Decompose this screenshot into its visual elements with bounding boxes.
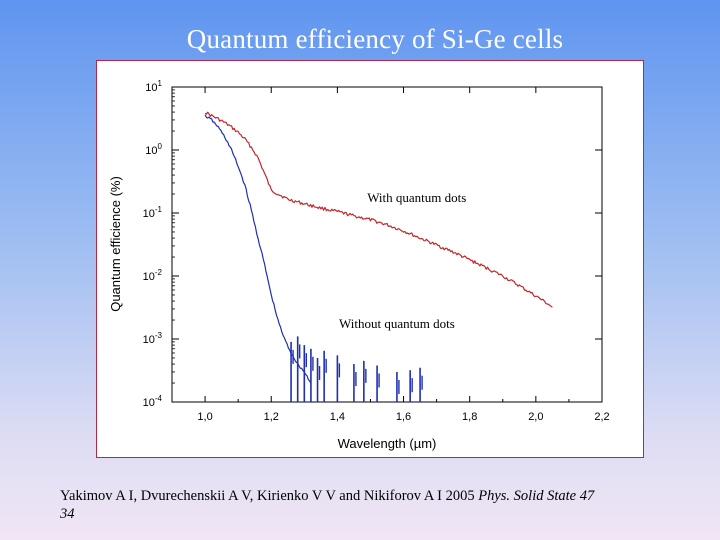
annotation-without-quantum-dots: Without quantum dots xyxy=(339,316,455,331)
chart-frame xyxy=(96,60,644,458)
citation-journal: Phys. Solid State 47 xyxy=(478,488,595,504)
citation: Yakimov A I, Dvurechenskii A V, Kirienko… xyxy=(60,487,700,523)
annotation-with-quantum-dots: With quantum dots xyxy=(367,190,466,205)
y-tick-label: 10-2 xyxy=(143,268,163,283)
x-axis-label: Wavelength (µm) xyxy=(338,436,437,451)
y-tick-label: 10-1 xyxy=(143,205,163,220)
x-tick-label: 1,2 xyxy=(264,411,279,423)
x-tick-label: 2,2 xyxy=(594,411,609,423)
qe-chart: 1,0 1,2 1,4 1,6 1,8 2,0 2,2 101 100 10-1 10-2 10-3… xyxy=(108,79,610,451)
slide-title: Quantum efficiency of Si-Ge cells xyxy=(186,24,564,54)
x-tick-label: 1,0 xyxy=(197,411,212,423)
x-tick-label: 1,8 xyxy=(462,411,477,423)
series-line-without-dots xyxy=(204,114,312,384)
x-tick-label: 1,4 xyxy=(330,411,345,423)
y-axis-label: Quantum efficience (%) xyxy=(108,176,123,312)
y-axis-ticks: 101 100 10-1 10-2 10-3 10-4 xyxy=(143,79,602,409)
series-line-with-dots xyxy=(204,111,553,308)
y-tick-label: 100 xyxy=(145,142,162,157)
x-tick-label: 1,6 xyxy=(396,411,411,423)
citation-page: 34 xyxy=(60,506,75,522)
y-tick-label: 101 xyxy=(145,79,162,94)
plot-area xyxy=(171,86,603,403)
series-group xyxy=(204,111,553,402)
x-tick-label: 2,0 xyxy=(528,411,543,423)
y-tick-label: 10-3 xyxy=(143,331,163,346)
citation-authors: Yakimov A I, Dvurechenskii A V, Kirienko… xyxy=(60,488,479,504)
x-axis-ticks: 1,0 1,2 1,4 1,6 1,8 2,0 2,2 xyxy=(197,87,610,423)
y-tick-label: 10-4 xyxy=(143,394,163,409)
